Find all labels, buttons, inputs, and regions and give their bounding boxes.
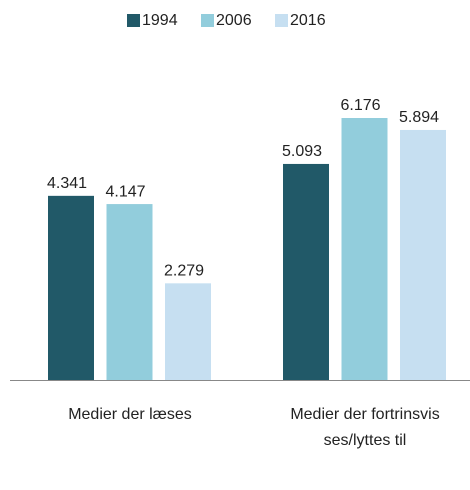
legend-swatch (201, 14, 214, 27)
legend-label: 1994 (142, 12, 178, 29)
legend-swatch (127, 14, 140, 27)
value-label: 5.093 (282, 143, 322, 160)
category-label: Medier der læses (68, 406, 192, 423)
value-label: 5.894 (399, 109, 439, 126)
value-label: 4.147 (105, 183, 145, 200)
value-label: 2.279 (164, 263, 204, 280)
bar (48, 195, 94, 380)
bar (341, 118, 388, 380)
legend-label: 2016 (290, 12, 326, 29)
legend-swatch (275, 14, 288, 27)
bar (106, 204, 153, 380)
category-label: Medier der fortrinsvis ses/lyttes til (290, 406, 440, 449)
legend-label: 2006 (216, 12, 252, 29)
value-label: 6.176 (340, 97, 380, 114)
bar (165, 283, 211, 380)
bar (400, 129, 446, 380)
value-label: 4.341 (47, 175, 87, 192)
bar (283, 163, 329, 380)
